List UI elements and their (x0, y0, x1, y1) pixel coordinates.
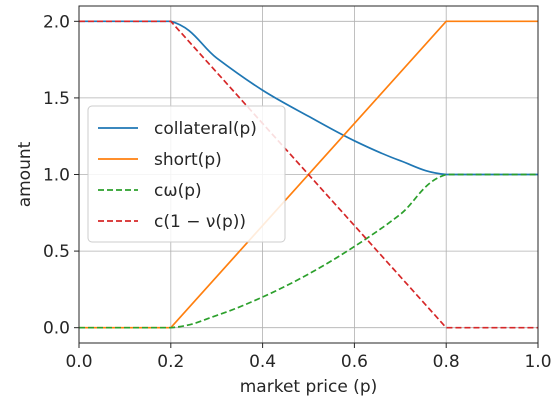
series-group (79, 20, 538, 329)
legend-label-2: cω(p) (154, 181, 202, 201)
y-tick-label: 0.5 (43, 242, 70, 262)
x-tick-label: 0.2 (157, 352, 184, 372)
series-line-0 (79, 20, 538, 176)
y-tick-label: 2.0 (43, 12, 70, 32)
legend-label-0: collateral(p) (154, 119, 257, 139)
x-tick-label: 0.4 (249, 352, 276, 372)
y-tick-label: 1.0 (43, 166, 70, 186)
legend: collateral(p) short(p) cω(p) c(1 − ν(p)) (87, 105, 286, 243)
series-line-2 (79, 173, 538, 329)
y-axis-ticks: 0.0 0.5 1.0 1.5 2.0 (43, 12, 79, 339)
x-tick-label: 1.0 (524, 352, 551, 372)
y-tick-label: 0.0 (43, 319, 70, 339)
x-axis-label: market price (p) (240, 377, 378, 397)
x-tick-label: 0.8 (433, 352, 460, 372)
legend-label-1: short(p) (154, 150, 222, 170)
x-tick-label: 0.0 (65, 352, 92, 372)
legend-label-3: c(1 − ν(p)) (154, 212, 246, 232)
y-tick-label: 1.5 (43, 89, 70, 109)
y-axis-label: amount (15, 141, 35, 207)
legend-box (87, 105, 286, 243)
x-tick-label: 0.6 (341, 352, 368, 372)
x-axis-ticks: 0.0 0.2 0.4 0.6 0.8 1.0 (65, 343, 552, 372)
series-line-3 (79, 20, 538, 329)
